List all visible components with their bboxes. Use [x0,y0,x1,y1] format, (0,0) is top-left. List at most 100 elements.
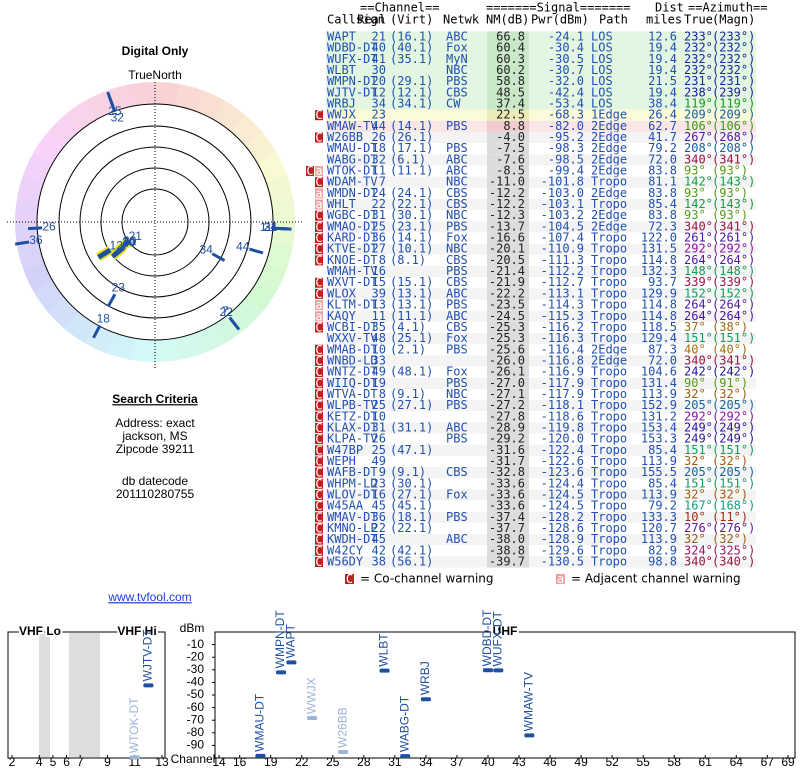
cell: Fox [446,365,468,379]
cell: 2Edge [591,164,627,178]
cell: -42.4 [548,85,584,99]
nm-band [487,556,529,568]
cell: Tropo [591,197,627,211]
row-bg [326,143,756,155]
cell: 21.5 [648,74,677,88]
cell: (151°) [712,443,755,457]
cell: 36 [372,510,386,524]
cell: (26.1) [390,130,433,144]
cell: (10.1) [390,242,433,256]
station-marker [493,668,504,673]
cell: (119°) [712,97,755,111]
cell: 129.4 [641,331,677,345]
cell: ABC [446,309,468,323]
cell: WMAH-TV [327,264,378,278]
cell: 155.5 [641,465,677,479]
cell: (264°) [712,298,755,312]
cell: (11°) [712,510,748,524]
cell: 339° [684,275,713,289]
cell: 87.3 [648,342,677,356]
group-header: ==Azimuth== [688,1,767,15]
cell: WRBJ [327,97,356,111]
compass-ring [271,197,295,222]
cell: 90° [684,376,706,390]
cell: WDAM-TV [327,175,378,189]
cell: ABC [446,30,468,44]
cell: NBC [446,63,468,77]
warning-flag [315,467,323,478]
cell: 32 [372,152,386,166]
cell: 292° [684,242,713,256]
cell: WLOX [327,286,357,300]
cell: Tropo [591,420,627,434]
cell: WTOK-DT [327,164,378,178]
cell: Fox [446,487,468,501]
warning-flag [315,188,323,199]
cell: 209° [684,108,713,122]
cell: Tropo [591,532,627,546]
criteria-heading: Search Criteria [112,392,198,406]
cell: -107.4 [541,231,584,245]
cell: LOS [591,97,613,111]
cell: Tropo [591,309,627,323]
cell: (13.1) [390,286,433,300]
warning-symbol: C [315,209,322,223]
cell: 131.5 [641,242,677,256]
cell: Tropo [591,320,627,334]
cell: -11.0 [489,175,525,189]
station-marker [338,749,349,754]
site-link[interactable]: www.tvfool.com [107,590,191,604]
cell: LOS [591,41,613,55]
station-channel: 21 [129,229,143,243]
warning-flag [306,166,314,177]
cell: (168°) [712,499,755,513]
cell: (264°) [712,309,755,323]
cell: (56.1) [390,554,433,568]
cell: PBS [446,298,468,312]
station-marker [255,753,266,758]
x-tick-label: 55 [636,755,650,768]
cell: 19.4 [648,63,677,77]
cell: (261°) [712,231,755,245]
cell: (232°) [712,52,755,66]
nm-band [487,433,529,445]
station-channel: 36 [29,233,43,247]
cell: (341°) [712,219,755,233]
cell: -129.6 [541,543,584,557]
cell: 25 [372,219,386,233]
group-header: ==Channel== [360,1,439,15]
cell: ABC [446,152,468,166]
station-channel: 7 [222,304,229,318]
cell: Tropo [591,499,627,513]
nm-band [487,243,529,255]
cell: 19.4 [648,85,677,99]
row-bg [326,254,756,266]
nm-band [487,411,529,423]
cell: -12.3 [489,208,525,222]
band-gap [39,633,50,757]
cell: (40.1) [390,41,433,55]
cell: Tropo [591,510,627,524]
column-header: Netwk [443,13,480,27]
nm-band [487,176,529,188]
cell: 21 [372,30,386,44]
cell: 264° [684,298,713,312]
cell: -120.0 [541,432,584,446]
cell: 81.1 [648,175,677,189]
cell: 41.7 [648,130,677,144]
row-bg [326,243,756,255]
warning-symbol: C [315,421,322,435]
x-tick-label: 16 [233,755,247,768]
warning-symbol: C [315,131,322,145]
station-marker [379,668,390,673]
station-marker [276,670,287,675]
cell: (22.1) [390,197,433,211]
warning-flag [315,422,323,433]
row-bg [326,221,756,233]
cell: 32° [684,532,706,546]
compass-ring [23,262,53,292]
cell: -117.9 [541,387,584,401]
cell: (152°) [712,286,755,300]
